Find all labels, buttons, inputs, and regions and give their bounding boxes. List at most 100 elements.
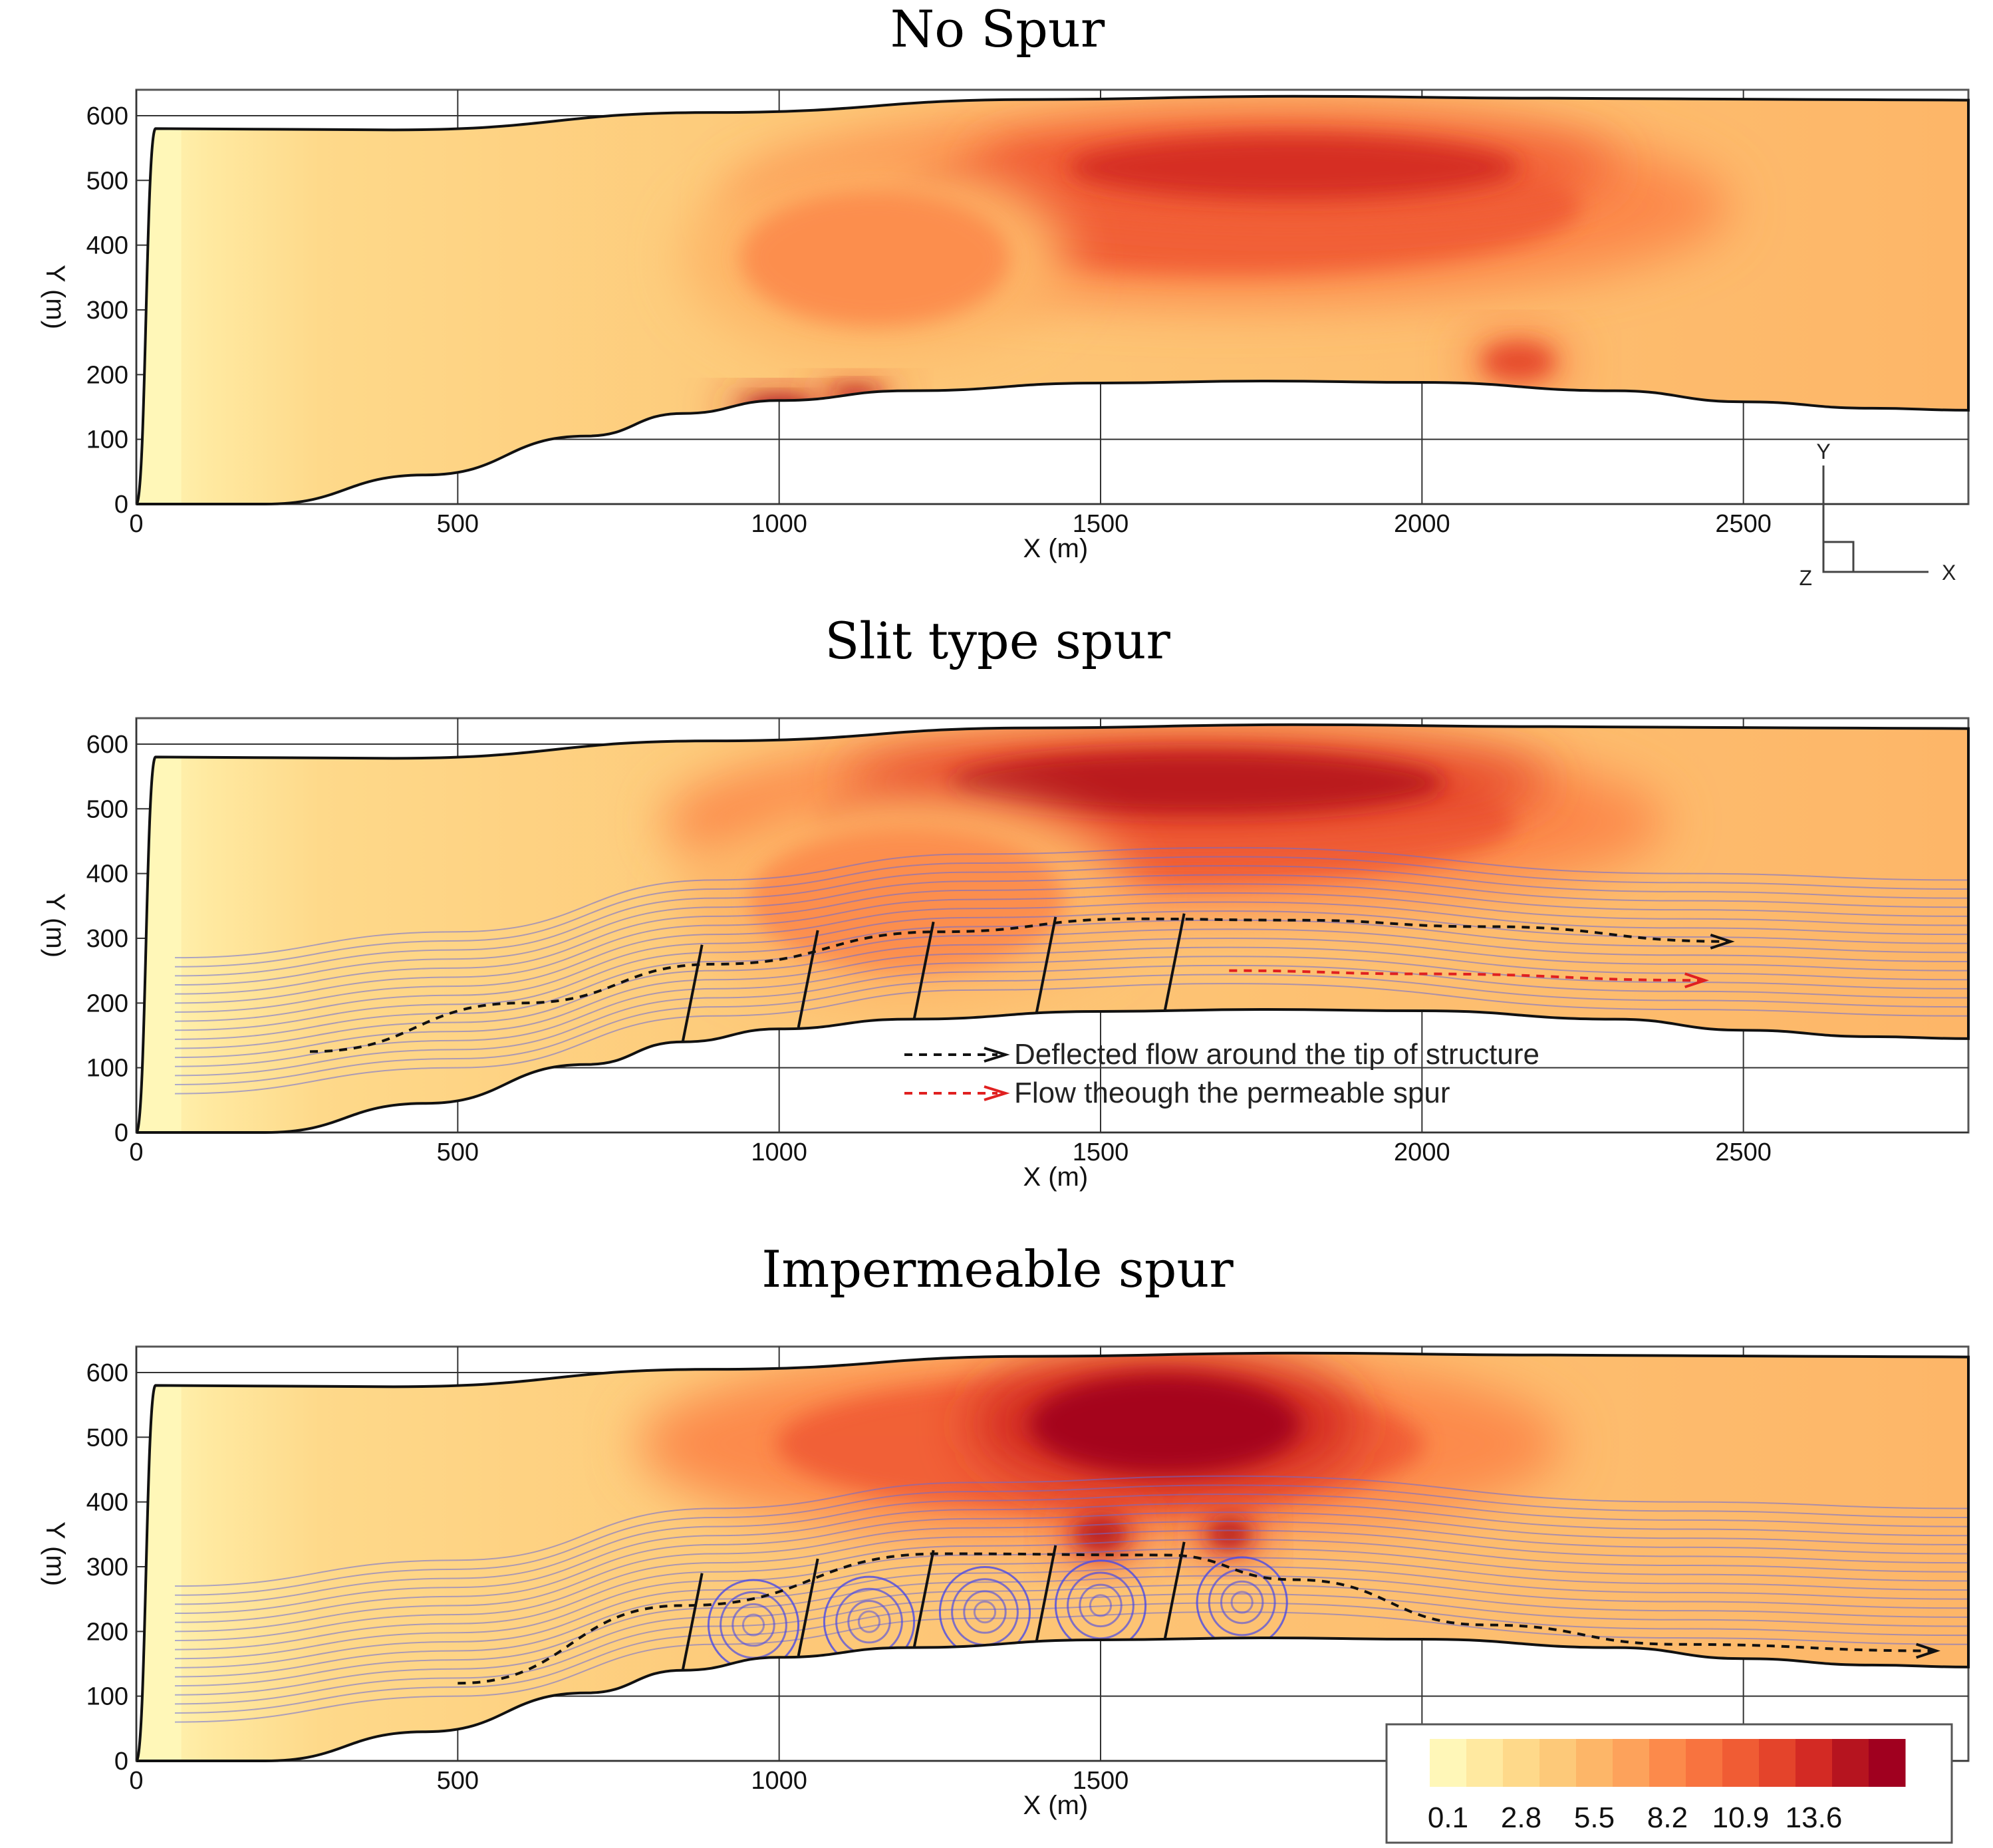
x-tick-label: 2000 [1394, 510, 1450, 538]
colorbar-label: 8.2 [1647, 1801, 1688, 1834]
streamline [174, 964, 1968, 1077]
streamline [174, 983, 1968, 1095]
panel-title: No Spur [890, 0, 1105, 59]
x-axis-label: X (m) [1023, 534, 1088, 563]
spur-structure [1163, 913, 1186, 1011]
spur-structure [797, 1558, 819, 1656]
streamline [174, 937, 1968, 1049]
x-tick-label: 2500 [1715, 1138, 1772, 1166]
x-axis-label: X (m) [1023, 1791, 1088, 1820]
streamline [174, 901, 1968, 1013]
y-tick-label: 300 [86, 925, 128, 953]
colorbar-swatch [1503, 1739, 1540, 1787]
triad-label-z: Z [1799, 566, 1812, 590]
vortex-ring [731, 1603, 775, 1647]
flow-legend: Deflected flow around the tip of structu… [904, 1038, 1539, 1109]
y-tick-label: 600 [86, 731, 128, 759]
velocity-core [1206, 1518, 1252, 1551]
x-tick-label: 1500 [1073, 510, 1129, 538]
y-tick-label: 600 [86, 1359, 128, 1387]
x-tick-label: 2000 [1394, 1138, 1450, 1166]
x-axis-label: X (m) [1023, 1162, 1088, 1192]
panel-title: Impermeable spur [761, 1240, 1234, 1299]
streamline [174, 1575, 1968, 1687]
streamline [174, 1611, 1968, 1723]
streamline [174, 1493, 1968, 1605]
permeable-flow-arrowhead [1684, 972, 1709, 989]
colorbar-swatch [1466, 1739, 1504, 1787]
legend-arrowhead [984, 1085, 1010, 1101]
triad-label-y: Y [1816, 440, 1830, 463]
streamline [174, 883, 1968, 995]
streamline [174, 1565, 1968, 1678]
x-tick-label: 1000 [751, 1138, 807, 1166]
streamline [174, 946, 1968, 1059]
colorbar-swatch [1686, 1739, 1723, 1787]
y-tick-label: 300 [86, 1553, 128, 1581]
colorbar-swatch [1539, 1739, 1577, 1787]
spur-structure [912, 921, 935, 1019]
y-tick-label: 400 [86, 1489, 128, 1517]
x-tick-label: 2500 [1715, 510, 1772, 538]
spur-structure [1163, 1541, 1186, 1640]
legend-arrowhead [984, 1047, 1010, 1063]
vortex [1196, 1556, 1288, 1649]
deflected-flow-arrowhead [1710, 933, 1735, 950]
streamline [174, 1520, 1968, 1633]
streamline [174, 1539, 1968, 1650]
y-axis-label: Y (m) [41, 893, 70, 958]
streamline [174, 928, 1968, 1040]
x-tick-label: 1500 [1073, 1138, 1129, 1166]
colorbar-swatch [1869, 1739, 1906, 1787]
streamlines [174, 1475, 1968, 1723]
vortex-ring [847, 1600, 891, 1644]
x-tick-label: 0 [129, 1138, 143, 1166]
colorbar-label: 2.8 [1501, 1801, 1541, 1834]
y-tick-label: 400 [86, 232, 128, 260]
vortex-ring [1067, 1571, 1134, 1640]
channel-outline [135, 1351, 1970, 1763]
streamline [174, 919, 1968, 1031]
colorbar-swatch [1722, 1739, 1760, 1787]
streamline [174, 1512, 1968, 1623]
streamline [174, 1529, 1968, 1641]
streamline [174, 892, 1968, 1004]
streamlines [174, 847, 1968, 1095]
colorbar-swatch [1795, 1739, 1833, 1787]
streamline [174, 856, 1968, 968]
x-tick-label: 0 [129, 510, 143, 538]
velocity-core [949, 751, 1445, 815]
triad-label-x: X [1942, 561, 1956, 585]
panel-2: Slit type spur Deflected flow around the … [41, 611, 1970, 1192]
colorbar-label: 13.6 [1786, 1801, 1843, 1834]
triad-z-box [1822, 541, 1855, 573]
y-tick-label: 600 [86, 102, 128, 130]
vortex-ring [857, 1610, 881, 1633]
vortex-ring [1079, 1583, 1123, 1628]
x-tick-label: 500 [437, 1138, 479, 1166]
streamline [174, 864, 1968, 977]
y-axis-label: Y (m) [41, 1521, 70, 1586]
streamline [174, 910, 1968, 1022]
y-tick-label: 100 [86, 1683, 128, 1711]
permeable-flow-path [1229, 969, 1705, 982]
vortex-ring [963, 1590, 1007, 1634]
spur-structure [681, 1573, 704, 1671]
streamline [174, 956, 1968, 1067]
channel-outline [135, 94, 1970, 506]
y-tick-label: 500 [86, 167, 128, 195]
velocity-core [1482, 343, 1555, 380]
streamline [174, 1475, 1968, 1587]
vortex-ring [1089, 1594, 1113, 1617]
vortex [707, 1579, 800, 1671]
velocity-field [136, 96, 1968, 504]
streamline [174, 1593, 1968, 1705]
velocity-core [1068, 136, 1519, 199]
spur-structure [1035, 1545, 1057, 1643]
y-tick-label: 500 [86, 795, 128, 823]
spur-structure [912, 1549, 935, 1648]
x-tick-label: 1000 [751, 510, 807, 538]
deflected-flow-path [309, 917, 1731, 1053]
y-tick-label: 0 [114, 491, 128, 519]
y-tick-label: 500 [86, 1424, 128, 1452]
